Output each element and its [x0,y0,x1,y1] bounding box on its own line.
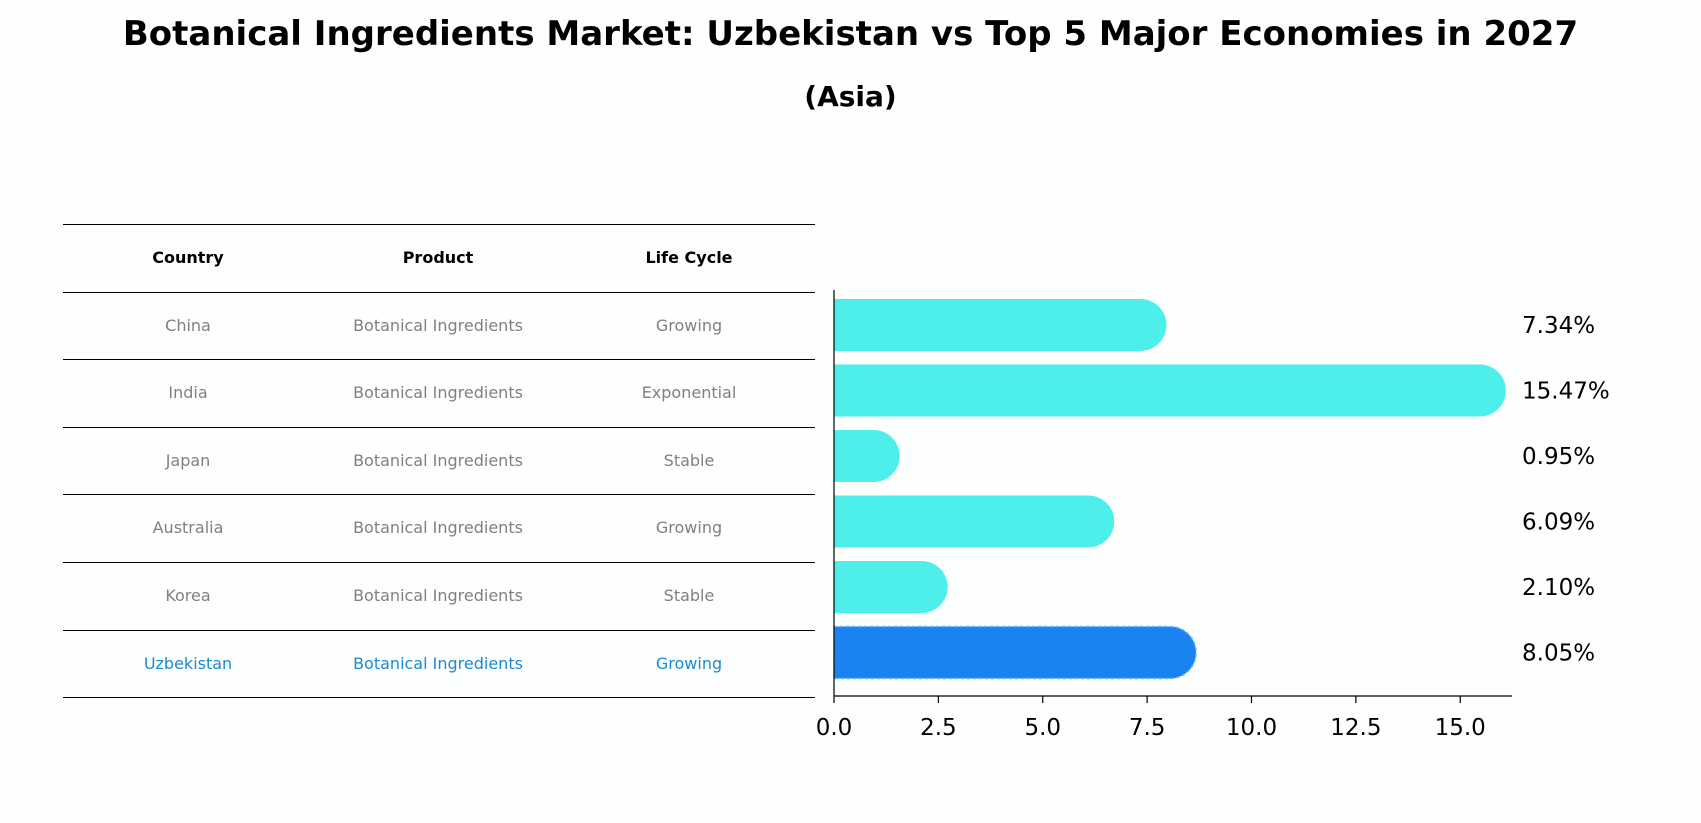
x-tick-label: 10.0 [1226,715,1277,741]
cell-product: Botanical Ingredients [353,383,523,403]
table-row: Australia Botanical Ingredients Growing [63,494,815,562]
cell-product: Botanical Ingredients [353,585,523,605]
x-tick-label: 12.5 [1330,715,1381,741]
header-product: Product [402,248,474,267]
cell-life-cycle: Growing [655,315,723,335]
bar-uzbekistan [833,625,1197,680]
header-country: Country [152,248,224,267]
table-row: China Botanical Ingredients Growing [63,291,815,360]
cell-life-cycle: Stable [663,585,715,605]
value-label: 15.47% [1522,379,1610,405]
x-tick-label: 2.5 [920,715,957,741]
chart-title: Botanical Ingredients Market: Uzbekistan… [122,14,1579,54]
table-header-row: Country Product Life Cycle [63,224,815,292]
x-tick-label: 7.5 [1129,715,1166,741]
cell-life-cycle: Exponential [641,383,737,403]
cell-country: Australia [152,518,224,538]
bar-japan [834,430,900,482]
cell-product: Botanical Ingredients [353,315,523,335]
cell-country: Uzbekistan [143,653,233,673]
cell-country: China [165,315,211,335]
table-row-highlighted: Uzbekistan Botanical Ingredients Growing [63,629,815,699]
cell-product: Botanical Ingredients [353,518,523,538]
cell-country: Japan [165,450,211,470]
bar-korea [834,561,948,613]
cell-life-cycle: Stable [663,450,715,470]
bar-australia [834,495,1115,548]
cell-country: India [168,383,208,403]
bar-india [834,364,1506,417]
cell-country: Korea [165,585,211,605]
x-tick-label: 0.0 [816,715,853,741]
cell-product: Botanical Ingredients [353,653,523,673]
table-row: India Botanical Ingredients Exponential [63,359,815,427]
header-life-cycle: Life Cycle [645,248,733,267]
table-row: Japan Botanical Ingredients Stable [63,426,815,495]
value-label: 2.10% [1522,575,1595,601]
x-tick-label: 15.0 [1435,715,1486,741]
cell-life-cycle: Growing [655,653,723,673]
value-label: 0.95% [1522,444,1595,470]
value-label: 6.09% [1522,510,1595,536]
cell-product: Botanical Ingredients [353,450,523,470]
value-label: 7.34% [1522,313,1595,339]
country-table: Country Product Life Cycle China Botanic… [63,224,815,699]
bar-china [834,299,1167,351]
table-row: Korea Botanical Ingredients Stable [63,561,815,630]
chart-subtitle: (Asia) [804,80,897,113]
value-label: 8.05% [1522,641,1595,667]
cell-life-cycle: Growing [655,518,723,538]
x-tick-label: 5.0 [1024,715,1061,741]
